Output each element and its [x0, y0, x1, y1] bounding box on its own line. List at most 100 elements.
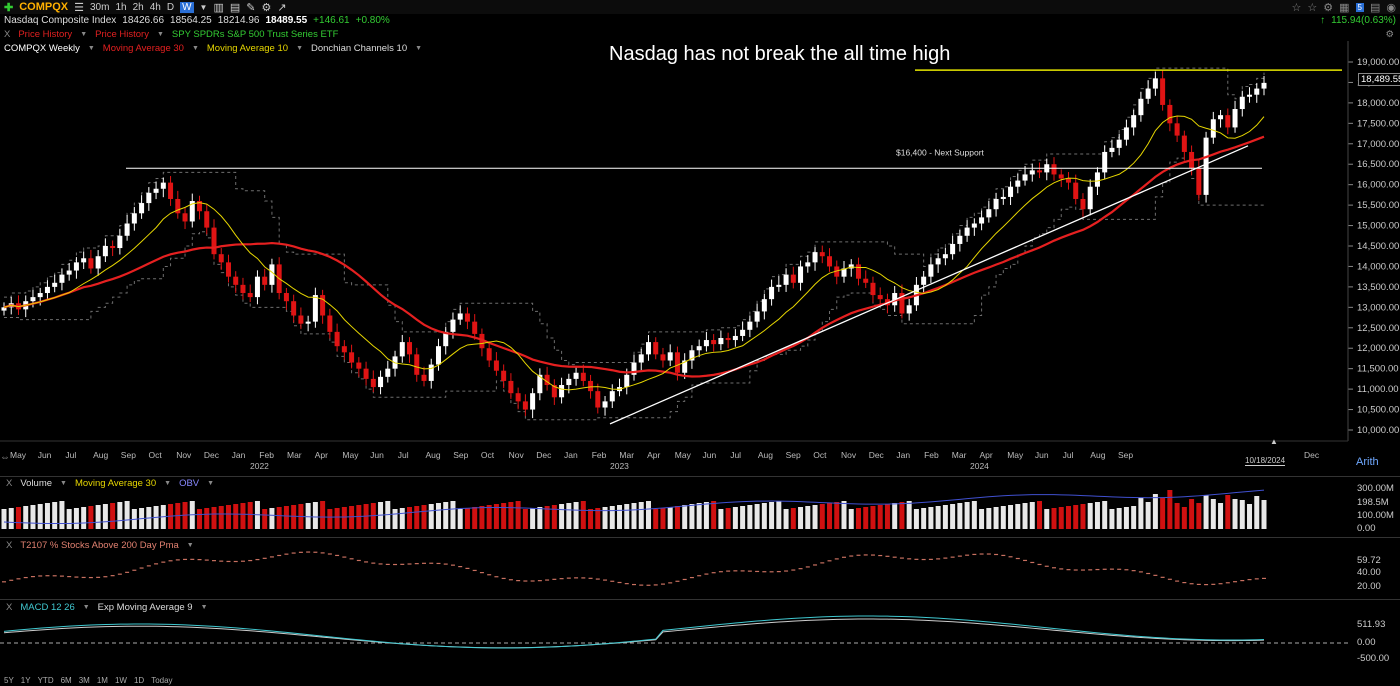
chevron-down-icon[interactable]: ▼: [199, 2, 208, 12]
overlay-price-history-1[interactable]: Price History: [18, 29, 73, 40]
range-ytd[interactable]: YTD: [37, 676, 54, 685]
range-today[interactable]: Today: [151, 676, 173, 685]
candle-body: [812, 252, 818, 263]
draw-icon[interactable]: ✎: [246, 1, 256, 14]
volume-bar: [8, 508, 14, 529]
volume-bar: [754, 504, 760, 529]
candle-body: [522, 401, 528, 410]
chevron-down-icon[interactable]: ▼: [82, 604, 90, 611]
macd-chart[interactable]: 511.93 0.00 -500.00: [0, 600, 1400, 676]
macd-signal-label[interactable]: Exp Moving Average 9: [97, 602, 193, 613]
timeframe-1h[interactable]: 1h: [115, 1, 127, 13]
t2107-label[interactable]: T2107 % Stocks Above 200 Day Pma: [20, 540, 179, 551]
badge-icon[interactable]: 5: [1355, 2, 1364, 12]
settings-icon[interactable]: ⚙: [1385, 29, 1394, 40]
close-icon[interactable]: X: [6, 478, 13, 489]
close-icon[interactable]: X: [6, 602, 13, 613]
chevron-down-icon[interactable]: ▼: [156, 31, 164, 38]
range-1d[interactable]: 1D: [133, 676, 145, 685]
volume-bar: [812, 505, 818, 529]
candle-body: [718, 338, 724, 345]
volume-bar: [15, 507, 21, 529]
volume-bar: [450, 501, 456, 529]
close-icon[interactable]: X: [6, 540, 13, 551]
timeframe-D[interactable]: D: [166, 1, 175, 13]
scroll-up-icon[interactable]: ▲: [1270, 437, 1278, 446]
ma10-label[interactable]: Moving Average 10: [206, 43, 289, 54]
menu-icon[interactable]: ▤: [1369, 1, 1381, 14]
volume-bar: [1116, 508, 1122, 529]
year-label: 2022: [250, 461, 269, 471]
price-chart[interactable]: Nasdag has not break the all time high $1…: [0, 41, 1400, 477]
chart-type-icon[interactable]: ▥: [213, 1, 224, 14]
volume-bar: [718, 509, 724, 529]
share-icon[interactable]: ↗: [277, 1, 287, 14]
candle-body: [291, 301, 297, 316]
star-icon[interactable]: ☆: [1291, 1, 1302, 14]
ma30-label[interactable]: Moving Average 30: [102, 43, 184, 54]
candle-body: [993, 198, 999, 210]
list-icon[interactable]: ☰: [74, 1, 84, 14]
candle-body: [609, 391, 615, 402]
overlay-price-history-2[interactable]: Price History: [95, 29, 149, 40]
gear-icon[interactable]: ⚙: [1323, 1, 1334, 14]
candle-body: [146, 192, 152, 204]
candle-body: [139, 203, 145, 214]
chevron-down-icon[interactable]: ▼: [164, 480, 172, 487]
chevron-down-icon[interactable]: ▼: [200, 604, 208, 611]
scroll-icon[interactable]: ⇔: [0, 452, 10, 463]
bar-chart-icon[interactable]: ▤: [229, 1, 241, 14]
support-annotation: $16,400 - Next Support: [896, 147, 985, 157]
volume-bar: [740, 506, 746, 529]
range-bar: 5Y 1Y YTD 6M 3M 1M 1W 1D Today: [4, 676, 173, 685]
settings-icon[interactable]: ⚙: [261, 1, 272, 14]
month-label: Jun: [370, 450, 384, 460]
candle-body: [52, 282, 58, 287]
add-icon[interactable]: ✚: [4, 1, 14, 14]
candle-body: [262, 276, 268, 285]
chevron-down-icon[interactable]: ▼: [80, 31, 88, 38]
chevron-down-icon[interactable]: ▼: [296, 45, 303, 52]
volume-bar: [1015, 504, 1021, 529]
user-icon[interactable]: ◉: [1386, 1, 1396, 14]
range-3m[interactable]: 3M: [78, 676, 90, 685]
chevron-down-icon[interactable]: ▼: [207, 480, 215, 487]
month-label: Sep: [121, 450, 136, 460]
range-1y[interactable]: 1Y: [20, 676, 31, 685]
chevron-down-icon[interactable]: ▼: [87, 45, 95, 52]
symbol-selector[interactable]: COMPQX: [19, 1, 69, 13]
close-icon[interactable]: X: [4, 29, 11, 40]
timeframe-4h[interactable]: 4h: [149, 1, 161, 13]
overlay-spy[interactable]: SPY SPDRs S&P 500 Trust Series ETF: [171, 29, 339, 40]
range-1m[interactable]: 1M: [96, 676, 108, 685]
timeframe-2h[interactable]: 2h: [132, 1, 144, 13]
candle-body: [1152, 78, 1158, 89]
chevron-down-icon[interactable]: ▼: [191, 45, 199, 52]
donchian-label[interactable]: Donchian Channels 10: [311, 43, 408, 54]
chevron-down-icon[interactable]: ▼: [415, 45, 423, 52]
scale-mode[interactable]: Arith: [1356, 456, 1379, 468]
macd-label[interactable]: MACD 12 26: [20, 602, 75, 613]
price-tick-label: 13,000.00: [1357, 302, 1399, 313]
range-1w[interactable]: 1W: [114, 676, 127, 685]
chevron-down-icon[interactable]: ▼: [60, 480, 67, 487]
timeframe-30m[interactable]: 30m: [90, 1, 110, 13]
divider: [0, 537, 1400, 538]
candle-body: [508, 380, 514, 394]
obv-label[interactable]: OBV: [179, 478, 200, 489]
volume-label[interactable]: Volume: [20, 478, 53, 489]
candle-body: [131, 213, 137, 224]
volume-header: X Volume ▼ Moving Average 30 ▼ OBV ▼: [6, 478, 214, 489]
volume-bar: [921, 508, 927, 529]
volume-chart[interactable]: 300.00M 198.5M 100.00M 0.00: [0, 477, 1400, 537]
month-label: Apr: [980, 450, 993, 460]
range-5y[interactable]: 5Y: [4, 676, 14, 685]
grid-icon[interactable]: ▦: [1339, 1, 1350, 14]
volume-bar: [1218, 503, 1224, 529]
chevron-down-icon[interactable]: ▼: [186, 542, 194, 549]
range-6m[interactable]: 6M: [60, 676, 72, 685]
volume-ma-label[interactable]: Moving Average 30: [74, 478, 157, 489]
star-icon[interactable]: ☆: [1307, 1, 1318, 14]
timeframe-W[interactable]: W: [180, 1, 194, 13]
